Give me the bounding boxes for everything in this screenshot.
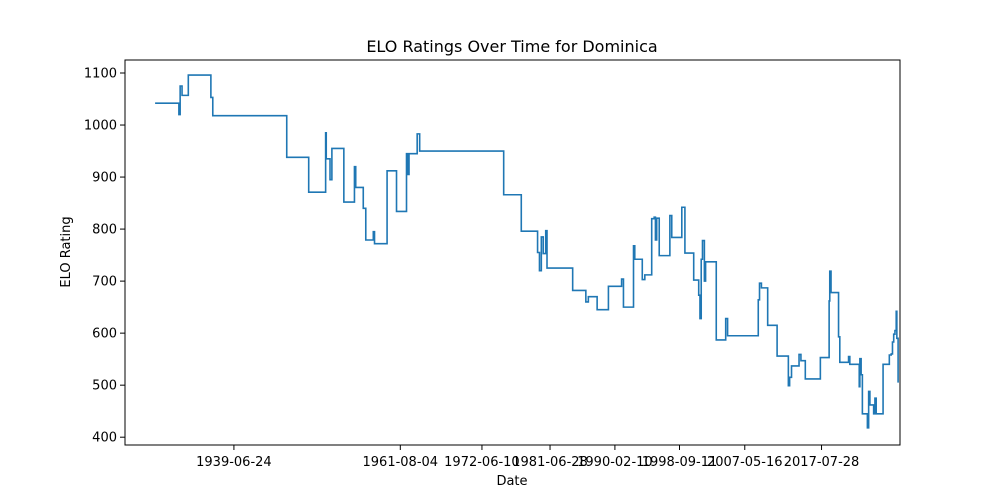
x-tick-label: 2017-07-28 bbox=[784, 455, 860, 470]
x-axis-title: Date bbox=[496, 474, 527, 489]
y-tick-label: 900 bbox=[92, 171, 117, 186]
chart-title: ELO Ratings Over Time for Dominica bbox=[366, 37, 657, 56]
y-axis-title: ELO Rating bbox=[59, 216, 74, 287]
series-line bbox=[155, 74, 899, 429]
x-tick-label: 1939-06-24 bbox=[196, 455, 272, 470]
x-tick-label: 1981-06-28 bbox=[512, 455, 588, 470]
x-tick-label: 1972-06-10 bbox=[444, 455, 520, 470]
y-axis: 400 500 600 700 800 900 1000 1100 bbox=[84, 67, 125, 446]
y-tick-label: 800 bbox=[92, 223, 117, 238]
x-tick-label: 1998-09-11 bbox=[642, 455, 718, 470]
y-tick-label: 1100 bbox=[84, 67, 117, 82]
y-tick-label: 600 bbox=[92, 327, 117, 342]
y-tick-label: 700 bbox=[92, 275, 117, 290]
x-tick-label: 1990-02-10 bbox=[577, 455, 653, 470]
plot-frame bbox=[124, 59, 901, 446]
y-tick-label: 1000 bbox=[84, 119, 117, 134]
x-tick-label: 2007-05-16 bbox=[707, 455, 783, 470]
x-axis: 1939-06-24 1961-08-04 1972-06-101981-06-28… bbox=[196, 445, 859, 470]
y-tick-label: 500 bbox=[92, 379, 117, 394]
x-tick-label: 1961-08-04 bbox=[363, 455, 439, 470]
y-tick-label: 400 bbox=[92, 431, 117, 446]
